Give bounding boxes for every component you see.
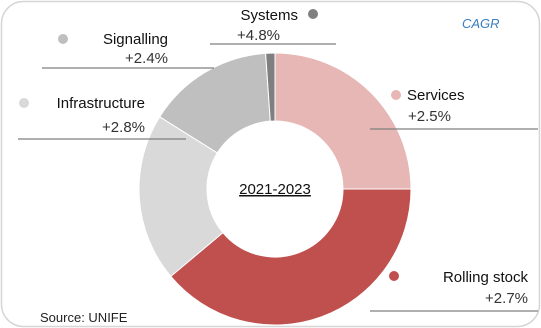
- donut-slices: [138, 52, 412, 326]
- source-note: Source: UNIFE: [40, 310, 128, 325]
- label-services: Services: [407, 87, 465, 104]
- cagr-value-rolling-stock: +2.7%: [485, 290, 528, 307]
- slice-infrastructure: [138, 116, 224, 278]
- slice-systems: [265, 52, 276, 122]
- slice-services: [274, 52, 412, 190]
- legend-marker-rolling-stock: [389, 271, 399, 281]
- cagr-value-signalling: +2.4%: [125, 50, 168, 67]
- cagr-value-systems: +4.8%: [237, 27, 280, 44]
- center-period-label: 2021-2023: [239, 181, 311, 198]
- label-signalling: Signalling: [103, 31, 168, 48]
- legend-marker-infrastructure: [19, 98, 29, 108]
- cagr-value-services: +2.5%: [408, 108, 451, 125]
- slice-rolling-stock: [170, 188, 412, 326]
- legend-marker-signalling: [58, 34, 68, 44]
- cagr-value-infrastructure: +2.8%: [102, 119, 145, 136]
- label-systems: Systems: [240, 7, 298, 24]
- label-rolling-stock: Rolling stock: [443, 269, 529, 286]
- legend-marker-services: [391, 90, 401, 100]
- slice-callouts: Services +2.5% Rolling stock +2.7% Infrastru…: [18, 7, 538, 312]
- cagr-legend-title: CAGR: [462, 16, 500, 31]
- legend-marker-systems: [308, 9, 318, 19]
- label-infrastructure: Infrastructure: [57, 95, 145, 112]
